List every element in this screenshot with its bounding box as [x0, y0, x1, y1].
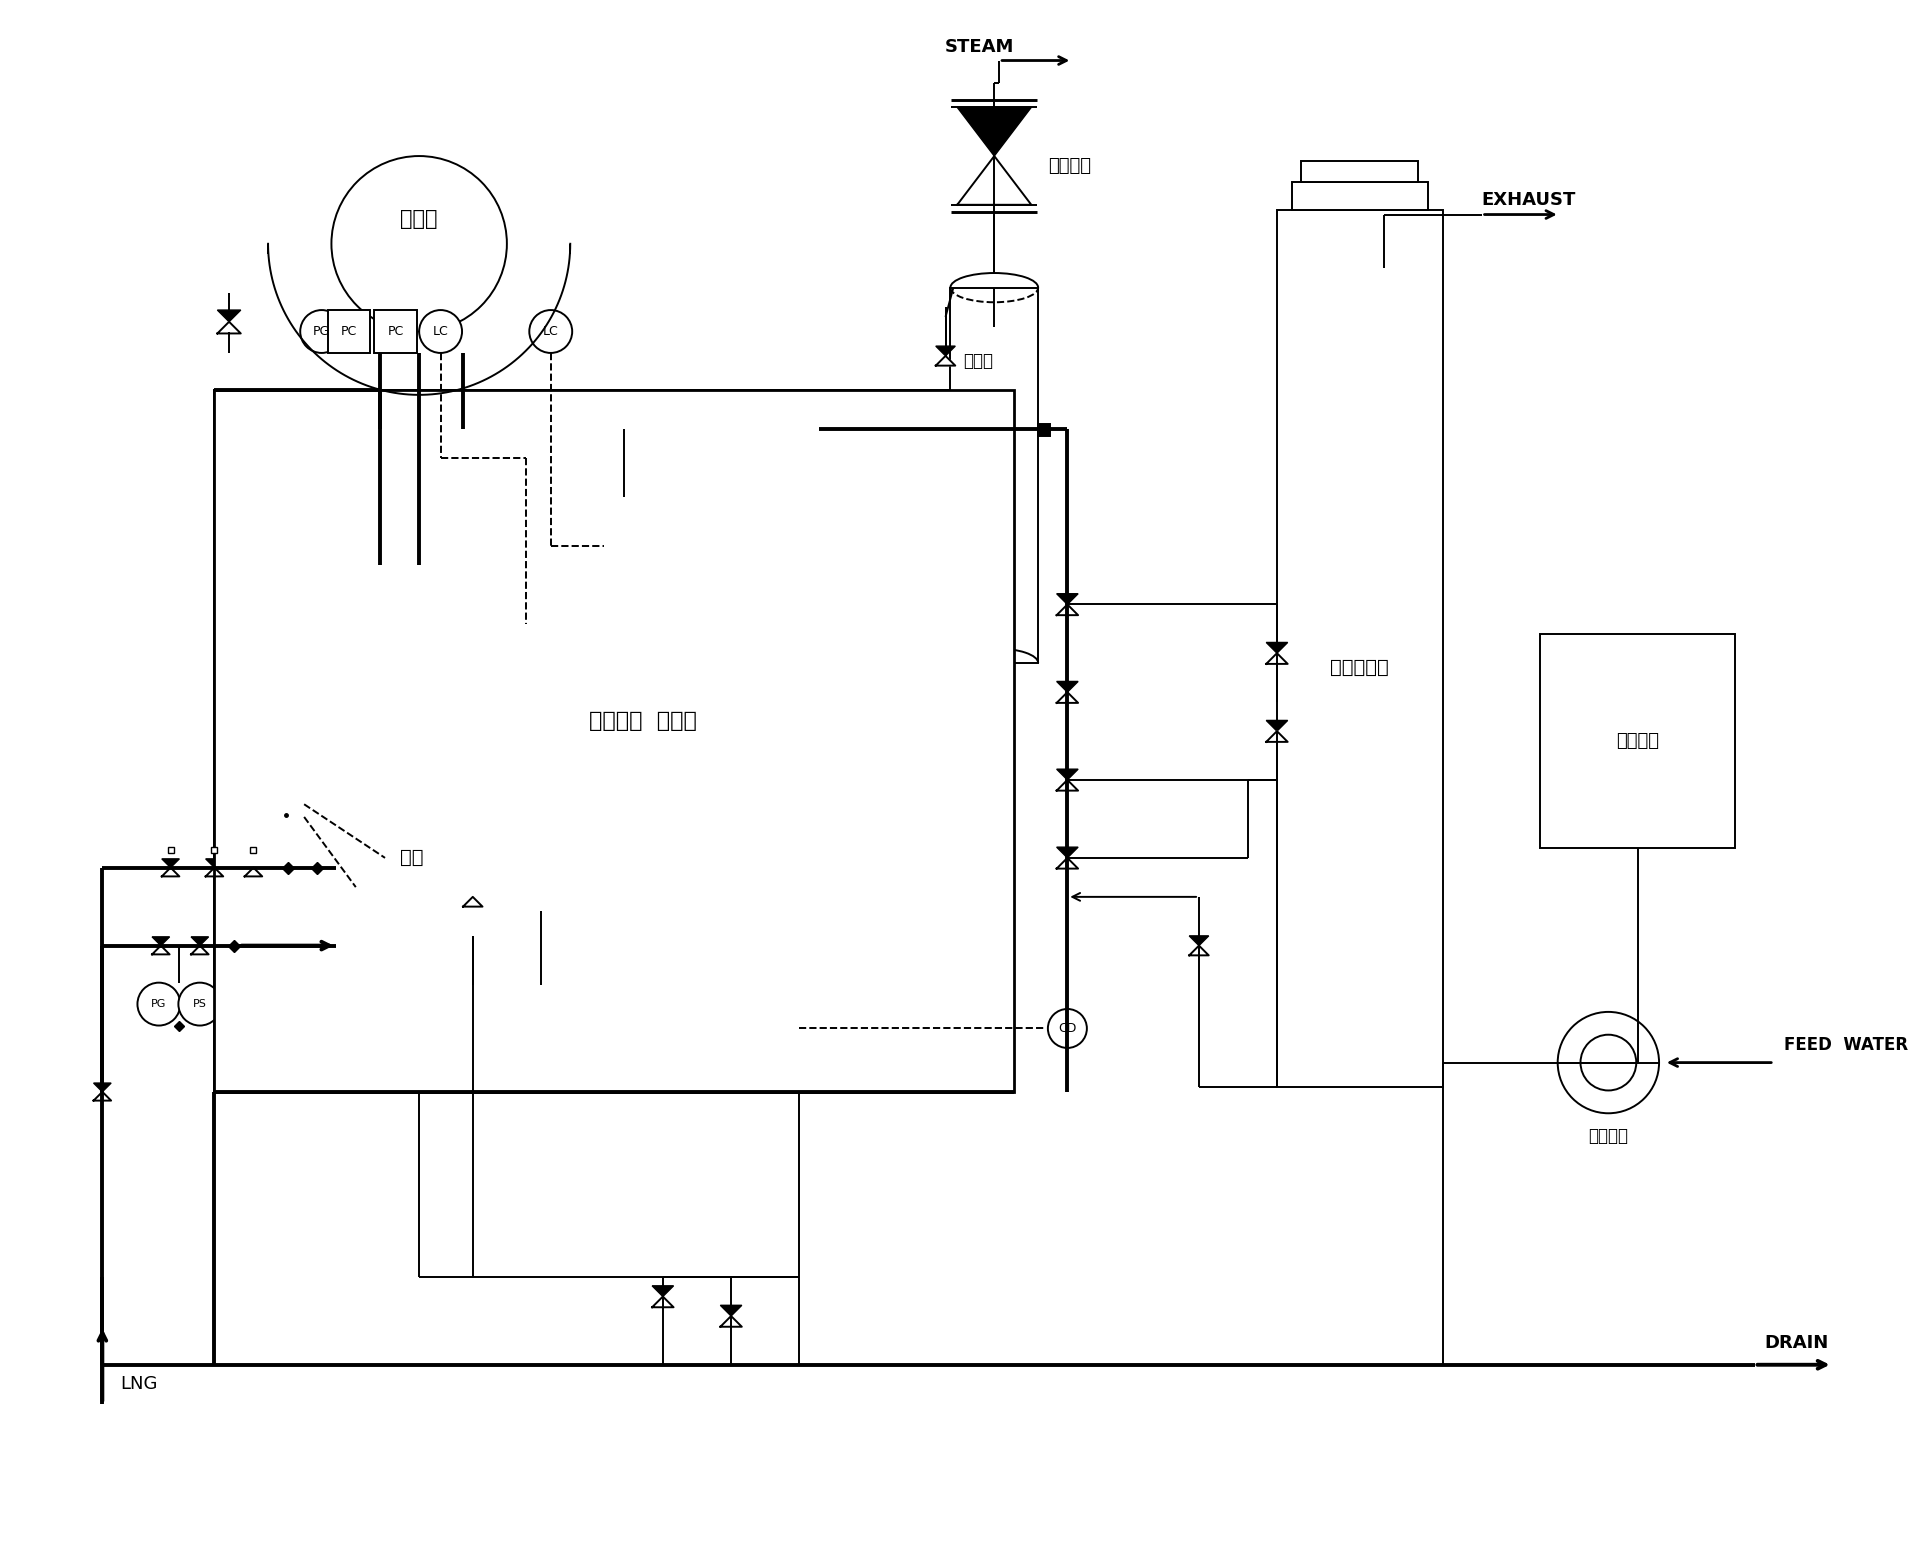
Text: 버너: 버너: [400, 849, 423, 868]
Text: DRAIN: DRAIN: [1764, 1335, 1828, 1352]
Text: PG: PG: [313, 324, 331, 338]
Polygon shape: [94, 1083, 111, 1091]
Polygon shape: [190, 945, 209, 954]
Bar: [434, 868, 511, 888]
Polygon shape: [152, 945, 169, 954]
Polygon shape: [152, 937, 169, 945]
Text: 급수예열기: 급수예열기: [1330, 658, 1390, 677]
Polygon shape: [206, 868, 223, 877]
Bar: [261, 788, 304, 830]
Bar: [438, 914, 507, 931]
Polygon shape: [244, 868, 261, 877]
Bar: [1540, 633, 1736, 847]
Polygon shape: [244, 858, 261, 868]
Polygon shape: [1057, 847, 1078, 858]
Polygon shape: [1057, 604, 1078, 615]
Text: 송풍기: 송풍기: [400, 210, 438, 230]
Text: EXHAUST: EXHAUST: [1482, 191, 1576, 210]
Polygon shape: [161, 858, 179, 868]
Polygon shape: [721, 1305, 742, 1316]
Polygon shape: [94, 1091, 111, 1100]
Text: PS: PS: [192, 999, 208, 1009]
Polygon shape: [936, 355, 955, 366]
Polygon shape: [190, 937, 209, 945]
Bar: [1276, 210, 1443, 1086]
Text: PG: PG: [152, 999, 167, 1009]
Bar: [949, 287, 1038, 663]
Polygon shape: [217, 321, 240, 334]
Polygon shape: [1057, 781, 1078, 790]
Text: PC: PC: [340, 324, 357, 338]
Text: 약주장치: 약주장치: [1616, 733, 1659, 750]
Bar: [215, 390, 1013, 1091]
Polygon shape: [1190, 945, 1209, 956]
Bar: [375, 310, 417, 352]
Bar: [327, 310, 371, 352]
Circle shape: [331, 157, 507, 332]
Polygon shape: [1057, 858, 1078, 869]
Circle shape: [529, 310, 573, 352]
Polygon shape: [957, 107, 1032, 157]
Polygon shape: [206, 858, 223, 868]
Polygon shape: [217, 310, 240, 321]
Text: 급수펌프: 급수펌프: [1588, 1127, 1628, 1145]
Polygon shape: [1057, 681, 1078, 692]
Polygon shape: [721, 1316, 742, 1327]
Text: 관군연소  보일러: 관군연소 보일러: [590, 711, 698, 731]
Text: STEAM: STEAM: [946, 37, 1015, 56]
Bar: [444, 439, 502, 868]
Polygon shape: [1267, 643, 1288, 653]
Polygon shape: [1267, 653, 1288, 664]
Bar: [1301, 161, 1418, 183]
Bar: [215, 804, 336, 911]
Bar: [336, 781, 488, 936]
Polygon shape: [936, 346, 955, 355]
Polygon shape: [652, 1296, 673, 1307]
Circle shape: [138, 982, 181, 1026]
Text: LC: LC: [542, 324, 559, 338]
Bar: [215, 390, 1013, 1091]
Polygon shape: [957, 157, 1032, 205]
Text: PC: PC: [388, 324, 404, 338]
Circle shape: [1557, 1012, 1659, 1113]
Text: LC: LC: [432, 324, 448, 338]
Text: LNG: LNG: [119, 1375, 158, 1394]
Circle shape: [419, 310, 461, 352]
Circle shape: [1047, 1009, 1086, 1048]
Polygon shape: [1190, 936, 1209, 945]
Polygon shape: [463, 888, 482, 897]
Ellipse shape: [625, 444, 819, 551]
Bar: [1292, 183, 1428, 210]
Circle shape: [179, 982, 221, 1026]
Polygon shape: [1057, 770, 1078, 781]
Polygon shape: [1057, 594, 1078, 604]
Polygon shape: [1267, 731, 1288, 742]
Polygon shape: [1057, 692, 1078, 703]
Polygon shape: [463, 897, 482, 906]
Bar: [938, 424, 949, 436]
Text: FEED  WATER: FEED WATER: [1784, 1037, 1909, 1054]
Polygon shape: [1267, 720, 1288, 731]
Text: 안전변: 안전변: [963, 352, 994, 369]
Bar: [434, 414, 511, 439]
Polygon shape: [161, 868, 179, 877]
Circle shape: [300, 310, 344, 352]
Text: CD: CD: [1059, 1021, 1076, 1035]
Bar: [1038, 424, 1049, 436]
Bar: [365, 419, 473, 517]
Polygon shape: [652, 1285, 673, 1296]
Circle shape: [1580, 1035, 1636, 1091]
Text: 주증기변: 주증기변: [1047, 157, 1092, 175]
